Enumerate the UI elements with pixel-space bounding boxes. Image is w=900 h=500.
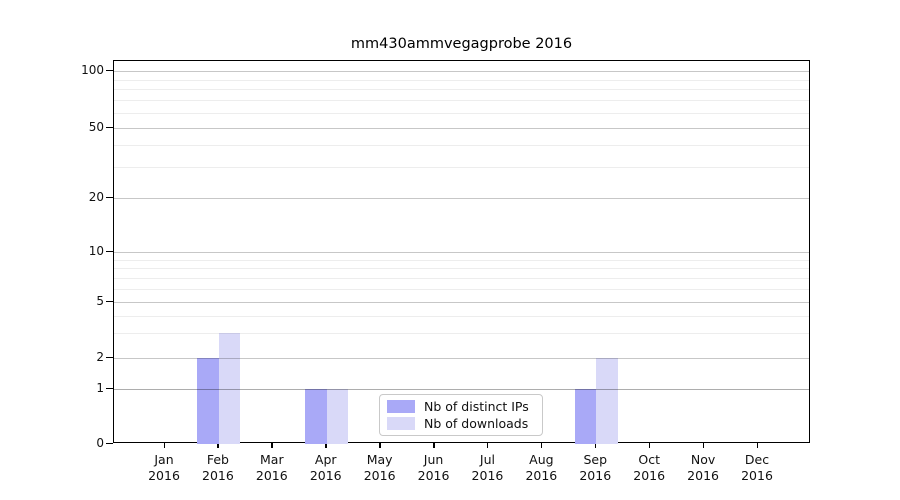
x-tick-mark [702, 443, 705, 448]
bar-distinct-ips-feb [197, 358, 219, 444]
x-tick-label-mar: Mar 2016 [244, 452, 300, 483]
legend: Nb of distinct IPs Nb of downloads [379, 394, 543, 436]
bar-downloads-sep [596, 358, 618, 444]
x-tick-label-may: May 2016 [352, 452, 408, 483]
x-tick-label-aug: Aug 2016 [513, 452, 569, 483]
legend-swatch-distinct-ips [387, 400, 415, 413]
x-tick-month: Jul [479, 452, 495, 467]
legend-swatch-downloads [387, 417, 415, 430]
x-tick-label-jun: Jun 2016 [406, 452, 462, 483]
x-tick-mark [379, 443, 381, 448]
minor-gridline [114, 100, 809, 102]
minor-gridline [114, 79, 809, 81]
x-tick-label-apr: Apr 2016 [298, 452, 354, 483]
x-tick-label-dec: Dec 2016 [729, 452, 785, 483]
minor-gridline [114, 89, 809, 91]
x-tick-mark [486, 443, 489, 448]
y-tick-mark [106, 250, 113, 252]
x-tick-year: 2016 [202, 467, 234, 483]
major-gridline-20 [114, 198, 809, 199]
x-tick-year: 2016 [633, 467, 666, 483]
x-tick-year: 2016 [525, 467, 558, 483]
x-tick-mark [540, 443, 543, 448]
x-tick-month: May [366, 452, 393, 467]
x-tick-mark [325, 443, 327, 448]
x-tick-label-oct: Oct 2016 [621, 452, 677, 483]
bar-distinct-ips-apr [305, 389, 327, 444]
minor-gridline [114, 259, 809, 261]
bar-downloads-apr [326, 389, 349, 444]
x-tick-mark [594, 443, 597, 448]
x-tick-mark [217, 443, 219, 448]
x-tick-year: 2016 [471, 467, 504, 483]
legend-item-downloads: Nb of downloads [387, 416, 535, 431]
x-tick-year: 2016 [579, 467, 612, 483]
minor-gridline [114, 167, 809, 169]
x-tick-month: Feb [206, 452, 229, 467]
major-gridline-10 [114, 252, 809, 253]
bar-distinct-ips-sep [574, 389, 597, 444]
minor-gridline [114, 277, 809, 279]
x-tick-month: Oct [638, 452, 660, 467]
minor-gridline [114, 145, 809, 147]
x-tick-year: 2016 [741, 467, 773, 483]
y-tick-label: 100 [81, 63, 104, 77]
x-tick-year: 2016 [363, 467, 396, 483]
major-gridline-2 [114, 358, 809, 359]
y-tick-label: 10 [88, 244, 104, 258]
y-tick-label: 2 [96, 350, 104, 364]
minor-gridline [114, 113, 809, 114]
x-tick-month: Dec [744, 452, 770, 467]
y-tick-label: 1 [96, 381, 104, 395]
x-tick-year: 2016 [148, 467, 180, 483]
x-tick-mark [163, 443, 165, 448]
y-tick-label: 0 [96, 436, 104, 450]
chart-title: mm430ammvegagprobe 2016 [350, 36, 573, 52]
y-tick-label: 50 [88, 120, 104, 134]
x-tick-year: 2016 [255, 467, 288, 483]
bar-downloads-feb [218, 333, 241, 444]
y-tick-mark [106, 69, 113, 71]
legend-item-distinct-ips: Nb of distinct IPs [387, 399, 535, 414]
x-tick-label-sep: Sep 2016 [567, 452, 623, 483]
minor-gridline [114, 268, 809, 270]
x-tick-label-jan: Jan 2016 [136, 452, 192, 483]
y-tick-mark [106, 442, 113, 444]
x-tick-month: Sep [583, 452, 608, 467]
x-tick-year: 2016 [417, 467, 450, 483]
x-tick-label-feb: Feb 2016 [190, 452, 246, 483]
x-tick-mark [756, 443, 758, 448]
major-gridline-5 [114, 302, 809, 303]
major-gridline-1 [114, 389, 809, 390]
plot-area [113, 60, 810, 444]
x-tick-mark [271, 443, 273, 448]
x-tick-year: 2016 [687, 467, 719, 483]
minor-gridline [114, 288, 809, 290]
y-tick-label: 5 [96, 294, 104, 308]
minor-gridline [114, 333, 809, 335]
y-tick-label: 20 [88, 190, 104, 204]
x-tick-month: Mar [260, 452, 284, 467]
x-tick-month: Aug [529, 452, 554, 467]
minor-gridline [114, 315, 809, 317]
x-tick-year: 2016 [309, 467, 342, 483]
x-tick-label-jul: Jul 2016 [459, 452, 515, 483]
y-tick-mark [106, 387, 113, 389]
x-tick-label-nov: Nov 2016 [675, 452, 731, 483]
x-tick-month: Nov [690, 452, 716, 467]
x-tick-month: Jun [423, 452, 444, 467]
major-gridline-50 [114, 128, 809, 129]
x-tick-mark [648, 443, 651, 448]
y-tick-mark [106, 126, 113, 128]
y-tick-mark [106, 300, 113, 302]
y-tick-mark [106, 196, 113, 198]
x-tick-month: Apr [314, 452, 337, 467]
major-gridline-100 [114, 71, 809, 72]
x-tick-month: Jan [154, 452, 174, 467]
legend-label-downloads: Nb of downloads [424, 416, 529, 431]
legend-label-distinct-ips: Nb of distinct IPs [424, 399, 529, 414]
x-tick-mark [433, 443, 435, 448]
y-tick-mark [106, 356, 113, 358]
